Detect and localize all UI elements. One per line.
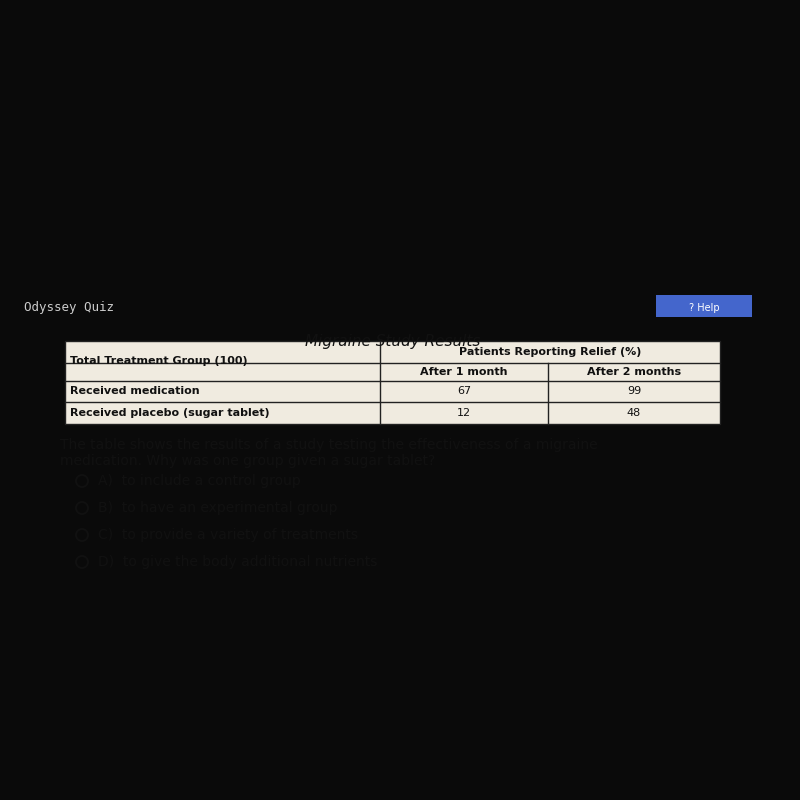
Text: Patients Reporting Relief (%): Patients Reporting Relief (%) — [459, 347, 641, 357]
Text: medication. Why was one group given a sugar tablet?: medication. Why was one group given a su… — [60, 454, 435, 468]
Bar — [65, 341, 720, 424]
Text: Received medication: Received medication — [70, 386, 200, 397]
Text: After 1 month: After 1 month — [420, 367, 508, 377]
Text: Odyssey Quiz: Odyssey Quiz — [24, 301, 114, 314]
Text: B)  to have an experimental group: B) to have an experimental group — [98, 501, 338, 515]
Text: 48: 48 — [627, 408, 641, 418]
Text: After 2 months: After 2 months — [587, 367, 681, 377]
Text: D)  to give the body additional nutrients: D) to give the body additional nutrients — [98, 555, 378, 569]
Text: Received placebo (sugar tablet): Received placebo (sugar tablet) — [70, 408, 270, 418]
Text: C)  to provide a variety of treatments: C) to provide a variety of treatments — [98, 528, 358, 542]
Text: Total Treatment Group (100): Total Treatment Group (100) — [70, 356, 248, 366]
Text: The table shows the results of a study testing the effectiveness of a migraine: The table shows the results of a study t… — [60, 438, 598, 452]
Text: Migraine Study Results: Migraine Study Results — [305, 334, 480, 349]
Text: 67: 67 — [457, 386, 471, 397]
Text: A)  to include a control group: A) to include a control group — [98, 474, 301, 488]
Text: 99: 99 — [627, 386, 641, 397]
Bar — [656, 295, 752, 318]
Text: ? Help: ? Help — [689, 302, 719, 313]
Text: 12: 12 — [457, 408, 471, 418]
